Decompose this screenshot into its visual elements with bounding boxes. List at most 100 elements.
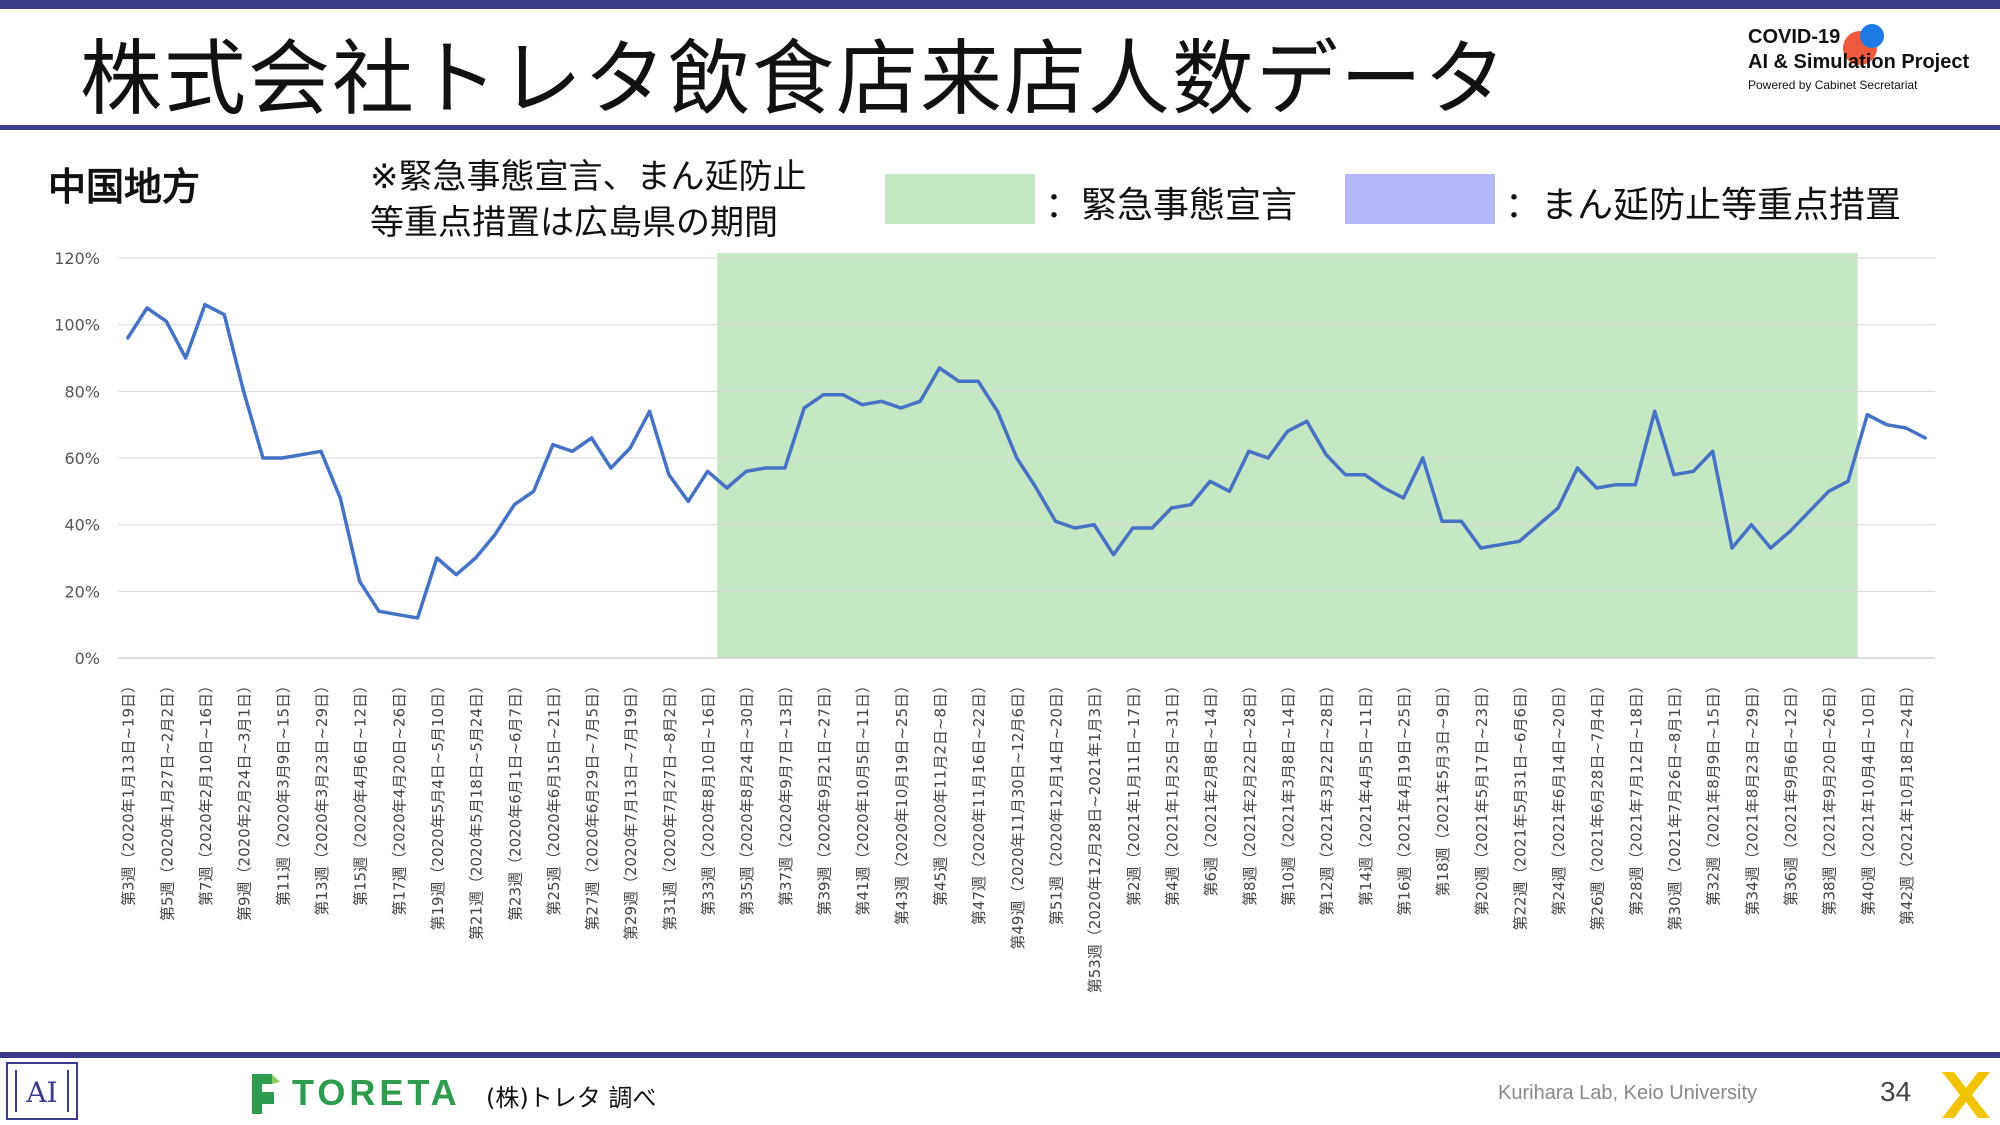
x-tick-label: 第28週（2021年7月12日~18日） [1627,678,1645,916]
x-tick-label: 第5週（2020年1月27日~2月2日） [158,678,176,921]
data-point [995,409,1000,413]
svg-text:AI: AI [25,1076,57,1109]
series-line [126,302,1927,620]
data-point [725,486,729,490]
x-tick-label: 第45週（2020年11月2日~8日） [932,678,950,906]
data-point [763,466,768,470]
x-tick-label: 第3週（2020年1月13日~19日） [120,678,138,906]
logo-line-2: AI & Simulation Project [1748,51,1970,73]
data-point [1517,539,1522,543]
toreta-logo-icon [252,1074,280,1114]
y-tick-label: 60% [64,449,100,468]
x-tick-label: 第42週（2021年10月18日~24日） [1898,678,1916,925]
data-point [184,356,188,360]
x-tick-label: 第53週（2020年12月28日~2021年1月3日） [1086,678,1104,993]
blue-circle-icon [1860,24,1884,48]
x-tick-label: 第43週（2020年10月19日~25日） [893,678,911,925]
x-tick-label: 第7週（2020年2月10日~16日） [197,678,215,906]
x-tick-label: 第30週（2021年7月26日~8月1日） [1666,678,1684,931]
data-point [1208,479,1212,483]
data-point [609,466,613,470]
x-tick-label: 第35週（2020年8月24日~30日） [738,678,756,916]
data-point [1382,486,1386,490]
data-point [319,449,323,453]
x-tick-label: 第4週（2021年1月25日~31日） [1163,678,1181,906]
data-point [1827,489,1831,493]
data-point [203,303,207,307]
x-tick-label: 第11週（2020年3月9日~15日） [274,678,292,906]
data-point [976,379,980,383]
region-label: 中国地方 [48,165,201,209]
x-tick-label: 第32週（2021年8月9日~15日） [1705,678,1723,906]
data-point [1034,486,1038,490]
data-point [1769,546,1773,550]
data-point [358,579,362,583]
lab-credit: Kurihara Lab, Keio University [1498,1082,1758,1104]
top-accent-bar [0,0,2000,9]
data-point [899,406,903,410]
x-tick-label: 第47週（2020年11月16日~22日） [970,678,988,925]
x-tick-label: 第34週（2021年8月23日~29日） [1743,678,1761,916]
data-point [1343,473,1348,477]
shaded-period-3 [717,253,1858,658]
data-point [1498,543,1502,547]
data-point [628,446,632,450]
data-point [1885,423,1889,427]
x-tick-label: 第2週（2021年1月11日~17日） [1125,678,1143,906]
x-tick-label: 第8週（2021年2月22日~28日） [1241,678,1259,906]
period-note: ※緊急事態宣言、まん延防止 等重点措置は広島県の期間 [370,154,807,246]
x-tick-label: 第14週（2021年4月5日~11日） [1357,678,1375,906]
data-point [744,469,748,473]
data-point [1015,456,1019,460]
x-tick-label: 第16週（2021年4月19日~25日） [1395,678,1413,916]
x-tick-label: 第20週（2021年5月17日~23日） [1473,678,1491,916]
y-tick-label: 40% [64,516,100,535]
data-point [957,379,961,383]
covid-project-logo: COVID-19 AI & Simulation Project Powered… [1748,24,1988,92]
data-point [879,399,884,403]
x-tick-label: 第26週（2021年6月28日~7月4日） [1589,678,1607,931]
x-tick-label: 第49週（2020年11月30日~12月6日） [1009,678,1027,950]
data-point [1923,436,1927,440]
x-logo-icon [1942,1072,1990,1118]
x-tick-label: 第17週（2020年4月20日~26日） [390,678,408,916]
logo-line-3: Powered by Cabinet Secretariat [1748,78,1918,92]
data-point [686,499,690,503]
data-point [222,313,226,317]
page-title: 株式会社トレタ飲食店来店人数データ [80,32,1509,127]
line-chart: 0% 20% 40% 60% 80% 100% 120% 第3週（2020年1月13日~19日… [54,249,1935,993]
footer-divider [0,1052,2000,1058]
data-point [1324,453,1328,457]
data-point [1691,469,1695,473]
x-tick-label: 第22週（2021年5月31日~6月6日） [1511,678,1529,931]
x-tick-label: 第40週（2021年10月4日~10日） [1859,678,1877,916]
data-point [396,613,400,617]
x-tick-label: 第41週（2020年10月5日~11日） [854,678,872,916]
x-tick-label: 第33週（2020年8月10日~16日） [700,678,718,916]
data-point [1904,426,1908,430]
x-tick-label: 第21週（2020年5月18日~5月24日） [468,678,486,940]
x-tick-label: 第15週（2020年4月6日~12日） [352,678,370,906]
x-tick-label: 第13週（2020年3月23日~29日） [313,678,331,916]
data-point [261,456,265,460]
x-tick-label: 第18週（2021年5月3日~9日） [1434,678,1452,896]
logo-line-1: COVID-19 [1748,26,1841,48]
data-point [474,556,478,560]
y-tick-label: 80% [64,382,100,401]
data-point [1846,479,1850,483]
data-point [1711,449,1715,453]
data-point [1730,546,1734,550]
x-tick-label: 第38週（2021年9月20日~26日） [1821,678,1839,916]
data-point [377,609,381,613]
data-point [1189,503,1193,507]
data-point [416,616,420,620]
data-point [1479,546,1483,550]
x-tick-label: 第10週（2021年3月8日~14日） [1279,678,1297,906]
data-point [589,436,594,440]
x-tick-label: 第37週（2020年9月7日~13日） [777,678,795,906]
data-point [1865,413,1869,417]
data-point [821,393,826,397]
x-tick-label: 第51週（2020年12月14日~20日） [1047,678,1065,925]
data-point [1401,496,1406,500]
data-point [1614,483,1618,487]
